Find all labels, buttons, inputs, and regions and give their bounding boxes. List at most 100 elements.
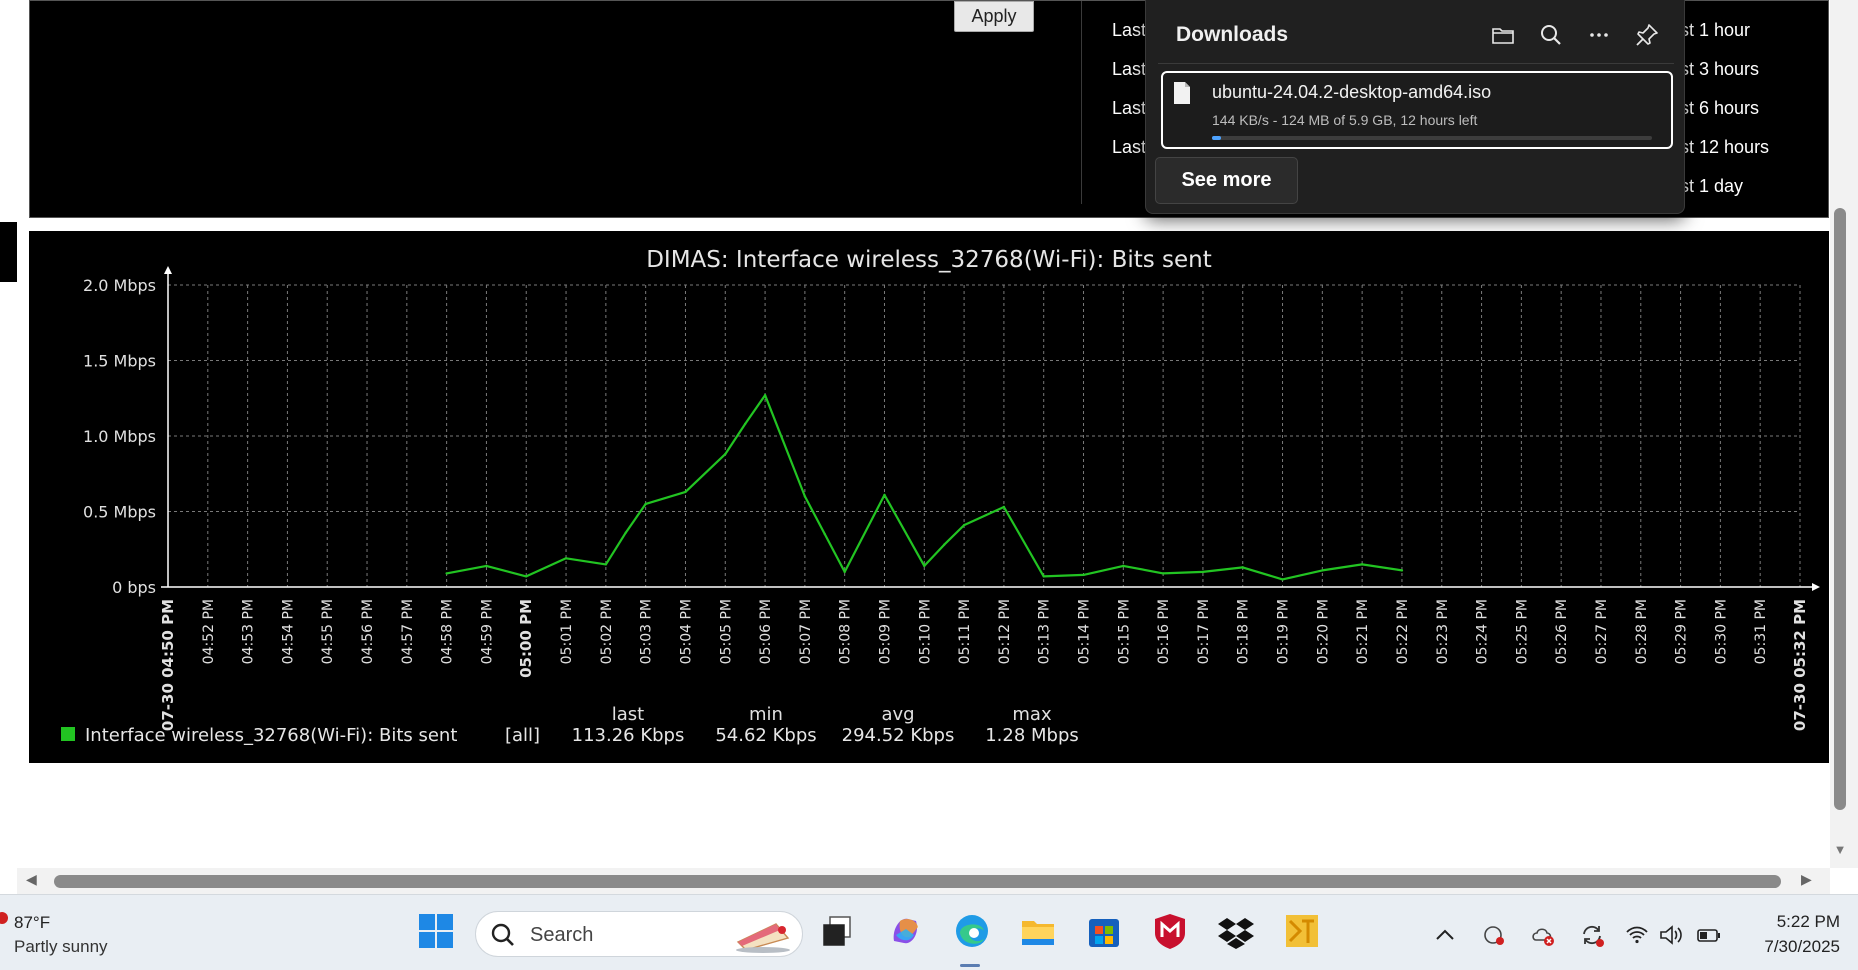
x-tick-label: 05:14 PM xyxy=(1077,599,1093,664)
more-icon[interactable] xyxy=(1584,20,1614,50)
data-point xyxy=(883,493,886,497)
vertical-scrollbar-thumb[interactable] xyxy=(1834,208,1846,810)
period-link-12-hours[interactable]: ast 12 hours xyxy=(1670,137,1770,157)
x-tick-label: 05:05 PM xyxy=(718,599,734,664)
data-point xyxy=(724,452,727,456)
x-tick-label: 05:03 PM xyxy=(639,599,655,664)
x-tick-label: 05:19 PM xyxy=(1276,599,1292,664)
period-link-6-hours[interactable]: ast 6 hours xyxy=(1670,98,1760,118)
x-tick-label: 04:58 PM xyxy=(440,599,456,664)
dropbox-icon[interactable] xyxy=(1216,911,1256,951)
legend-header: last xyxy=(612,704,644,725)
search-icon xyxy=(491,923,514,946)
clock-time[interactable]: 5:22 PM xyxy=(1776,912,1840,931)
mcafee-icon[interactable] xyxy=(1150,911,1190,951)
data-point xyxy=(564,557,568,560)
data-point xyxy=(843,570,846,574)
data-point xyxy=(1241,566,1244,569)
download-item[interactable]: ubuntu-24.04.2-desktop-amd64.iso 144 KB/… xyxy=(1161,71,1673,149)
x-tick-label: 05:26 PM xyxy=(1554,599,1570,664)
x-tick-label: 05:25 PM xyxy=(1514,599,1530,664)
scroll-right-arrow-icon[interactable]: ▶ xyxy=(1801,871,1812,887)
active-app-indicator xyxy=(960,964,980,967)
scroll-down-arrow-icon[interactable]: ▼ xyxy=(1833,842,1847,857)
horizontal-scrollbar-thumb[interactable] xyxy=(54,875,1781,888)
x-tick-label: 05:21 PM xyxy=(1355,599,1371,664)
x-tick-label: 05:22 PM xyxy=(1395,599,1411,664)
scroll-left-arrow-icon[interactable]: ◀ xyxy=(26,871,37,887)
chevron-up-icon[interactable] xyxy=(1432,922,1458,948)
legend-scope: [all] xyxy=(505,725,540,746)
x-tick-label: 05:15 PM xyxy=(1116,599,1132,664)
legend-header: avg xyxy=(881,704,914,725)
period-link-left[interactable]: Last xyxy=(1112,137,1147,157)
clock-date[interactable]: 7/30/2025 xyxy=(1764,937,1840,956)
wifi-icon[interactable] xyxy=(1624,922,1650,948)
downloads-title: Downloads xyxy=(1176,23,1289,46)
y-tick-label: 1.5 Mbps xyxy=(83,352,156,371)
store-icon[interactable] xyxy=(1084,911,1124,951)
legend-header: min xyxy=(749,704,783,725)
data-point xyxy=(624,531,627,534)
task-view-icon[interactable] xyxy=(818,911,858,951)
data-point xyxy=(743,422,747,426)
period-link-left[interactable]: Last xyxy=(1112,59,1147,79)
y-tick-label: 0 bps xyxy=(112,578,156,597)
x-tick-label: 04:54 PM xyxy=(280,599,296,664)
battery-icon[interactable] xyxy=(1696,922,1722,948)
data-point xyxy=(604,563,608,566)
period-link-1-day[interactable]: ast 1 day xyxy=(1670,176,1744,196)
data-point xyxy=(525,575,528,578)
x-tick-label: 05:24 PM xyxy=(1475,599,1491,664)
search-icon[interactable] xyxy=(1536,20,1566,50)
period-link-left[interactable]: Last xyxy=(1112,20,1147,40)
weather-temperature[interactable]: 87°F xyxy=(14,913,51,932)
file-explorer-icon[interactable] xyxy=(1018,911,1058,951)
x-tick-label: 05:12 PM xyxy=(997,599,1013,664)
data-point xyxy=(1201,570,1205,574)
cloud-error-icon[interactable] xyxy=(1530,922,1556,948)
volume-icon[interactable] xyxy=(1658,922,1684,948)
x-tick-label: 05:06 PM xyxy=(758,599,774,664)
legend-last-value: 113.26 Kbps xyxy=(572,725,685,746)
download-status: 144 KB/s - 124 MB of 5.9 GB, 12 hours le… xyxy=(1212,112,1478,128)
left-edge-bar xyxy=(0,222,17,282)
weather-description[interactable]: Partly sunny xyxy=(14,937,108,956)
x-tick-label: 05:00 PM xyxy=(517,599,535,678)
network-sync-icon[interactable] xyxy=(1481,922,1507,948)
pin-icon[interactable] xyxy=(1632,20,1662,50)
edge-icon[interactable] xyxy=(952,911,992,951)
search-placeholder: Search xyxy=(530,924,594,946)
chart-title: DIMAS: Interface wireless_32768(Wi-Fi): … xyxy=(646,247,1212,273)
start-icon[interactable] xyxy=(416,911,456,951)
x-tick-label: 05:20 PM xyxy=(1315,599,1331,664)
x-tick-label: 05:01 PM xyxy=(559,599,575,664)
data-point xyxy=(644,502,647,506)
download-progress-bar xyxy=(1212,136,1652,140)
period-link-3-hours[interactable]: ast 3 hours xyxy=(1670,59,1760,79)
x-tick-label: 05:17 PM xyxy=(1196,599,1212,664)
period-link-1-hour[interactable]: ast 1 hour xyxy=(1670,20,1751,40)
period-link-left[interactable]: Last xyxy=(1112,98,1147,118)
data-point xyxy=(962,523,966,527)
weather-alert-icon[interactable] xyxy=(0,912,8,924)
see-more-button[interactable]: See more xyxy=(1155,157,1298,204)
copilot-icon[interactable] xyxy=(886,911,926,951)
app-icon[interactable] xyxy=(1282,911,1322,951)
x-tick-label: 07-30 05:32 PM xyxy=(1791,599,1809,731)
downloads-separator xyxy=(1158,63,1674,64)
folder-icon[interactable] xyxy=(1488,20,1518,50)
x-axis-arrow xyxy=(1812,583,1820,591)
x-tick-label: 05:18 PM xyxy=(1236,599,1252,664)
sync-icon[interactable] xyxy=(1579,922,1605,948)
y-tick-label: 1.0 Mbps xyxy=(83,427,156,446)
bits-sent-chart: DIMAS: Interface wireless_32768(Wi-Fi): … xyxy=(61,247,1820,746)
x-tick-label: 05:30 PM xyxy=(1713,599,1729,664)
data-point xyxy=(684,490,687,494)
apply-button[interactable]: Apply xyxy=(954,1,1034,32)
panel-divider xyxy=(1081,1,1082,204)
x-tick-label: 05:04 PM xyxy=(678,599,694,664)
taskbar-search[interactable]: Search xyxy=(475,911,803,957)
data-point xyxy=(1002,505,1006,509)
x-tick-label: 04:56 PM xyxy=(360,599,376,664)
